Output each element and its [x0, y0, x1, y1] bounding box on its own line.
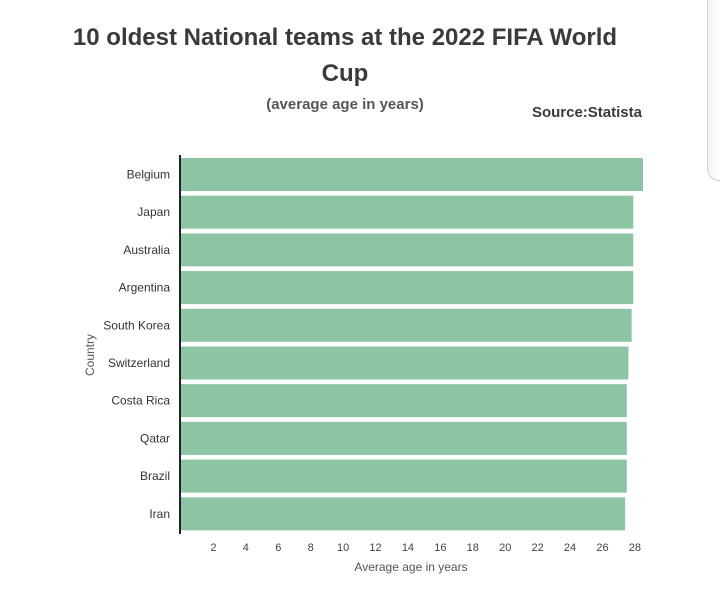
x-tick-label: 14 [402, 542, 414, 554]
category-label: Australia [123, 243, 170, 257]
x-axis-label: Average age in years [354, 560, 467, 574]
source-label: Source:Statista [531, 104, 642, 121]
x-tick-label: 2 [210, 542, 216, 554]
category-label: Japan [137, 205, 170, 219]
bar-australia [181, 233, 634, 267]
x-tick-label: 4 [243, 542, 249, 554]
category-label: Iran [149, 507, 170, 521]
x-tick-label: 10 [337, 542, 349, 554]
x-tick-label: 16 [434, 542, 446, 554]
category-label: Brazil [140, 469, 170, 483]
x-tick-label: 8 [308, 542, 314, 554]
x-tick-label: 20 [499, 542, 511, 554]
bar-argentina [181, 271, 634, 305]
category-labels: Belgium Japan Australia Argentina South Kore… [103, 168, 170, 521]
category-label: Qatar [140, 431, 170, 445]
x-tick-label: 26 [596, 542, 608, 554]
bar-japan [181, 195, 634, 229]
x-tick-label: 24 [564, 542, 576, 554]
x-ticks: 2 4 6 8 10 12 14 16 18 20 22 24 26 28 [210, 542, 641, 554]
x-tick-label: 18 [467, 542, 479, 554]
x-tick-label: 12 [369, 542, 381, 554]
category-label: Belgium [127, 168, 170, 182]
bar-costa-rica [181, 384, 627, 418]
x-tick-label: 22 [532, 542, 544, 554]
bar-switzerland [181, 346, 629, 380]
bar-brazil [181, 459, 627, 493]
bars-layer [181, 158, 643, 531]
chart-subtitle: (average age in years) [266, 96, 424, 113]
bar-south-korea [181, 308, 632, 342]
category-label: Switzerland [108, 356, 170, 370]
chart-title: 10 oldest National teams at the 2022 FIF… [72, 24, 618, 87]
category-label: Argentina [119, 281, 171, 295]
category-label: Costa Rica [111, 394, 170, 408]
bar-iran [181, 497, 626, 531]
y-axis-label: Country [83, 334, 97, 376]
bar-belgium [181, 158, 643, 191]
x-tick-label: 6 [275, 542, 281, 554]
bar-qatar [181, 421, 627, 455]
category-label: South Korea [103, 318, 170, 332]
window-edge [707, 0, 720, 181]
x-tick-label: 28 [629, 542, 641, 554]
